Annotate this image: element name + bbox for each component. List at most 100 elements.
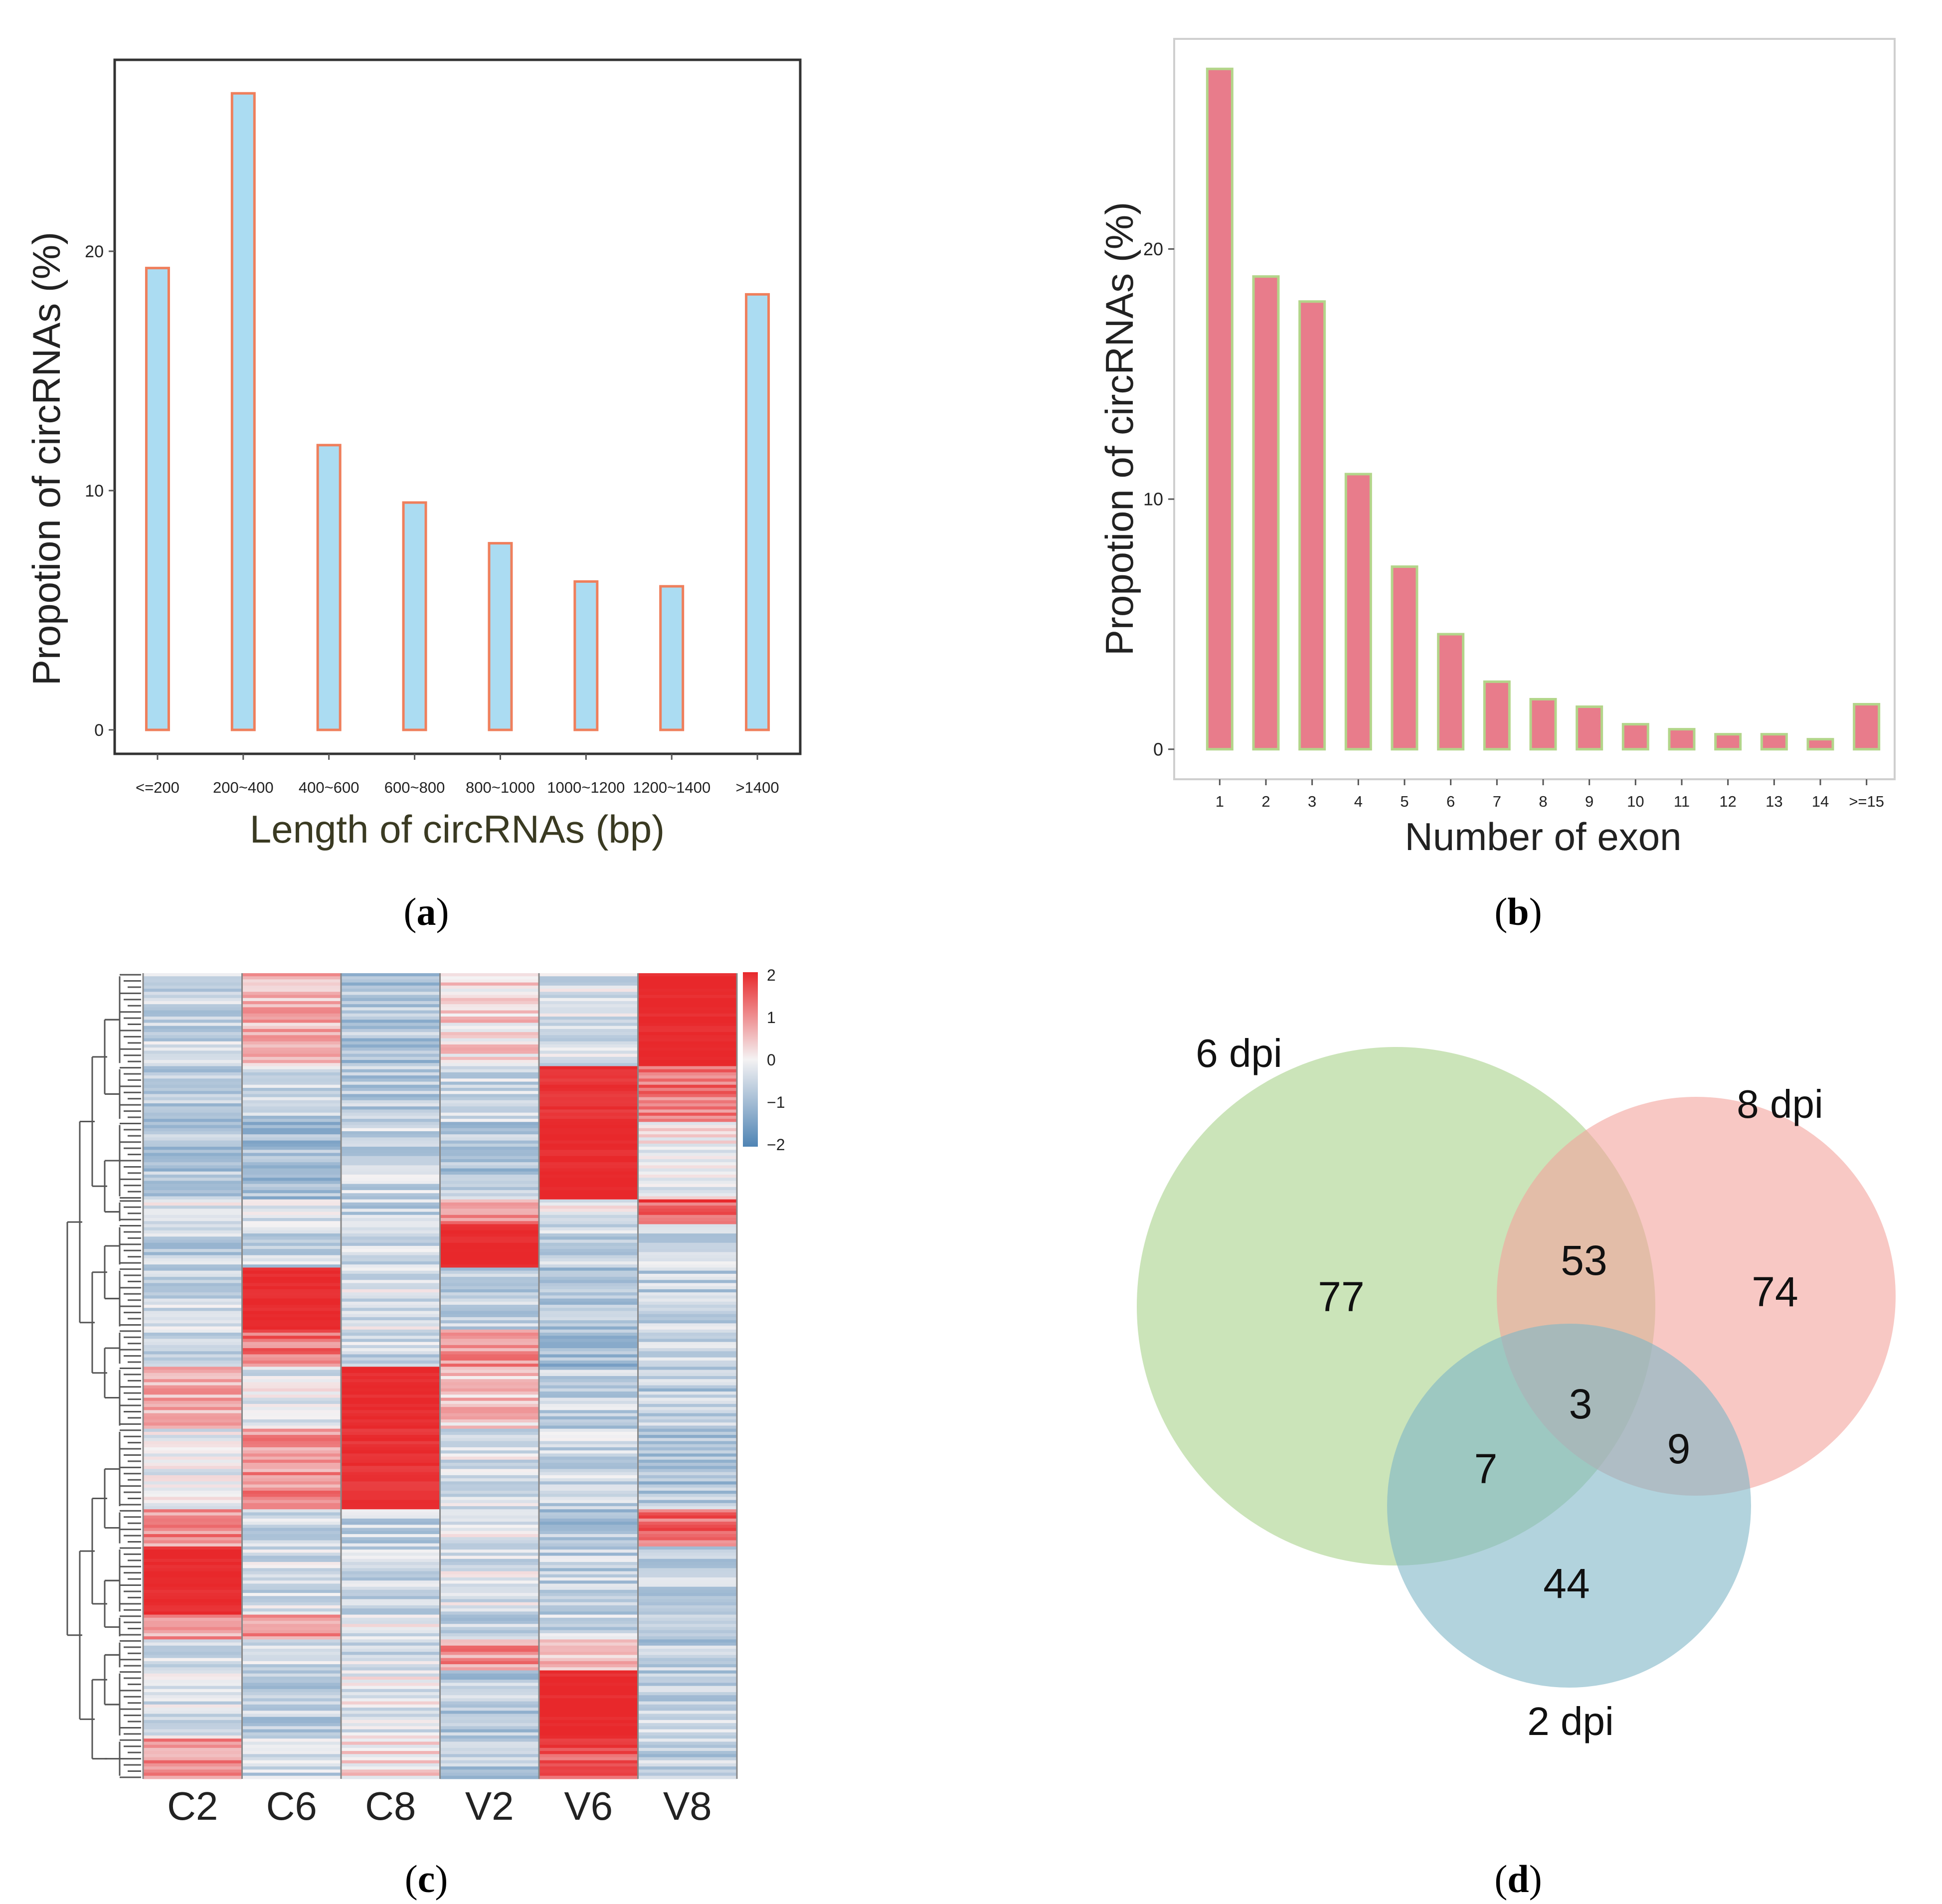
heatmap-cell [143, 1593, 242, 1596]
heatmap-cell [638, 1664, 737, 1668]
heatmap-cell [638, 992, 737, 996]
heatmap-cell [242, 1385, 342, 1389]
heatmap-cell [341, 1506, 440, 1510]
heatmap-cell [638, 1227, 737, 1231]
heatmap-cell [143, 1221, 242, 1224]
heatmap-cell [143, 1137, 242, 1141]
heatmap-cell [440, 1413, 539, 1417]
heatmap-cell [242, 1001, 342, 1005]
heatmap-cell [242, 1701, 342, 1705]
heatmap-cell [341, 1642, 440, 1646]
heatmap-cell [341, 1050, 440, 1054]
b-bar-6 [1437, 633, 1465, 751]
heatmap-cell [143, 1531, 242, 1535]
heatmap-cell [143, 1599, 242, 1603]
heatmap-cell [341, 1072, 440, 1076]
heatmap-cell [143, 1109, 242, 1113]
heatmap-cell [638, 1301, 737, 1305]
heatmap-cell [440, 1766, 539, 1770]
heatmap-cell [143, 1497, 242, 1501]
heatmap-cell [440, 1525, 539, 1529]
heatmap-cell [242, 1255, 342, 1259]
heatmap-cell [440, 1134, 539, 1138]
heatmap-cell [341, 976, 440, 980]
heatmap-cell [539, 1277, 638, 1280]
heatmap-cell [539, 1342, 638, 1346]
heatmap-cell [143, 1469, 242, 1473]
heatmap-cell [638, 1550, 737, 1553]
heatmap-cell [143, 1711, 242, 1714]
heatmap-cell [440, 1639, 539, 1643]
heatmap-cell [341, 1630, 440, 1634]
heatmap-cell [440, 1087, 539, 1091]
heatmap-cell [638, 1425, 737, 1429]
heatmap-cell [341, 995, 440, 999]
heatmap-cell [539, 1128, 638, 1132]
heatmap-cell [539, 1267, 638, 1271]
heatmap-cell [143, 1370, 242, 1374]
heatmap-cell [539, 1466, 638, 1469]
heatmap-cell [440, 1044, 539, 1048]
heatmap-cell [539, 1673, 638, 1677]
heatmap-cell [539, 1624, 638, 1627]
legend-tick-label: 1 [767, 1009, 776, 1027]
heatmap-cell [341, 1686, 440, 1690]
heatmap-cell [638, 1528, 737, 1532]
heatmap-cell [638, 1565, 737, 1568]
heatmap-cell [539, 1453, 638, 1457]
heatmap-cell [242, 1599, 342, 1603]
heatmap-cell [539, 1652, 638, 1655]
heatmap-cell [539, 1181, 638, 1185]
heatmap-cell [539, 1561, 638, 1565]
heatmap-cell [341, 1760, 440, 1764]
heatmap-cell [341, 1655, 440, 1659]
heatmap-cell [143, 1466, 242, 1469]
heatmap-cell [638, 1754, 737, 1757]
heatmap-cell [539, 1323, 638, 1327]
heatmap-cell [242, 1106, 342, 1110]
heatmap-cell [143, 1289, 242, 1293]
heatmap-cell [143, 1332, 242, 1336]
heatmap-cell [539, 1351, 638, 1355]
heatmap-cell [638, 1673, 737, 1677]
heatmap-cell [242, 982, 342, 986]
heatmap-cell [242, 1586, 342, 1590]
heatmap-cell [341, 1280, 440, 1284]
heatmap-cell [143, 1273, 242, 1277]
heatmap-cell [638, 1577, 737, 1581]
heatmap-cell [539, 1026, 638, 1030]
heatmap-cell [440, 1630, 539, 1634]
heatmap-cell [539, 1329, 638, 1333]
heatmap-cell [242, 1658, 342, 1662]
heatmap-cell [638, 1583, 737, 1587]
heatmap-cell [143, 1580, 242, 1584]
panel-a-caption: (a) [404, 890, 449, 933]
heatmap-cell [242, 1720, 342, 1724]
heatmap-cell [440, 1159, 539, 1163]
heatmap-cell [143, 1140, 242, 1144]
heatmap-cell [242, 1286, 342, 1290]
heatmap-cell [341, 1245, 440, 1249]
heatmap-cell [440, 1311, 539, 1315]
heatmap-cell [539, 1184, 638, 1188]
heatmap-cell [638, 1342, 737, 1346]
heatmap-cell [638, 1314, 737, 1318]
heatmap-cell [242, 1695, 342, 1699]
heatmap-cell [440, 1206, 539, 1209]
heatmap-cell [440, 1023, 539, 1027]
heatmap-cell [242, 1301, 342, 1305]
heatmap-cell [440, 1568, 539, 1572]
heatmap-cell [440, 1515, 539, 1519]
heatmap-cell [638, 1156, 737, 1160]
heatmap-cell [539, 1175, 638, 1178]
heatmap-cell [143, 1701, 242, 1705]
heatmap-cell [539, 1202, 638, 1206]
heatmap-cell [638, 1289, 737, 1293]
heatmap-cell [638, 1168, 737, 1172]
heatmap-cell [242, 1023, 342, 1027]
heatmap-cell [440, 1314, 539, 1318]
heatmap-cell [638, 1264, 737, 1268]
heatmap-cell [242, 1642, 342, 1646]
heatmap-cell [143, 1602, 242, 1606]
heatmap-cell [440, 1264, 539, 1268]
